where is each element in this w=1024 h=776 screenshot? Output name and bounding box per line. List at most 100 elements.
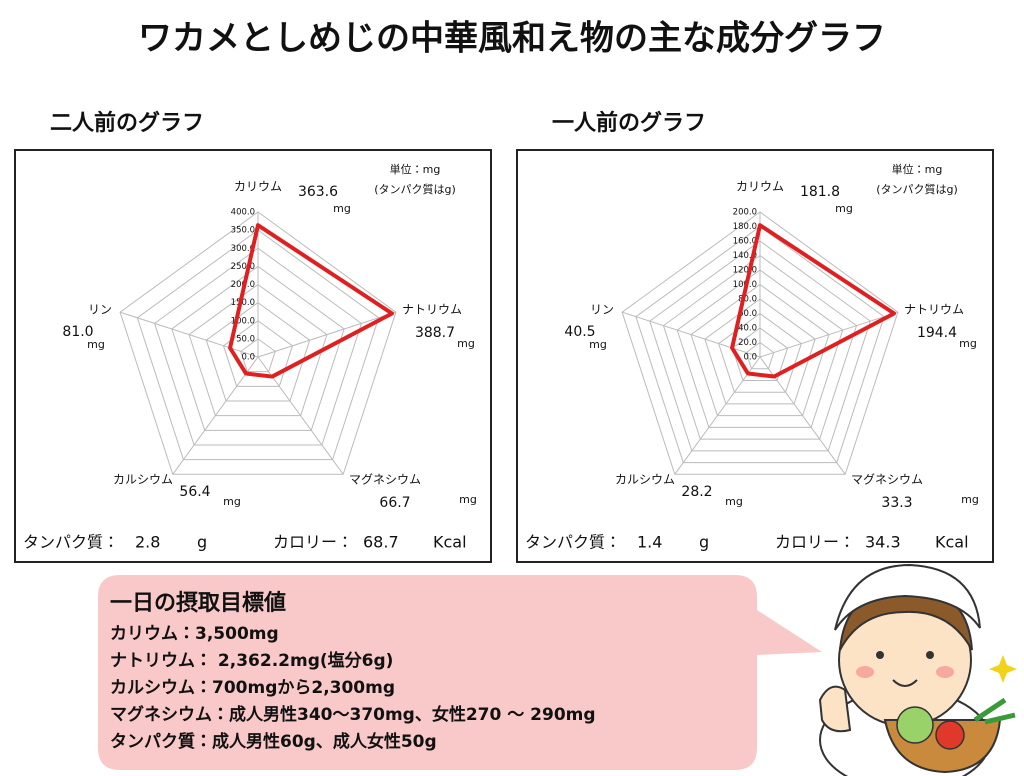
protein-value: 2.8 (135, 533, 160, 552)
chart-panel (516, 149, 994, 563)
grid-ring (649, 240, 871, 452)
r-tick-label: 150.0 (231, 298, 255, 308)
r-tick-label: 80.0 (738, 295, 757, 305)
r-tick-label: 100.0 (231, 316, 255, 326)
value-label: 81.0 (62, 324, 93, 340)
category-label: カルシウム (615, 473, 675, 487)
value-unit: mg (333, 202, 351, 215)
goal-line: カリウム：3,500mg (110, 624, 279, 644)
value-label: 66.7 (379, 495, 410, 511)
category-label: カリウム (736, 180, 784, 194)
grid-ring (731, 327, 789, 381)
r-tick-label: 200.0 (733, 208, 757, 218)
protein-unit: g (197, 533, 207, 552)
grid-ring (222, 320, 294, 387)
goal-line: カルシウム：700mgから2,300mg (110, 678, 395, 698)
protein-label: タンパク質： (23, 533, 119, 552)
value-unit: mg (959, 337, 977, 350)
value-unit: mg (457, 337, 475, 350)
value-label: 33.3 (881, 495, 912, 511)
page-title: ワカメとしめじの中華風和え物の主な成分グラフ (138, 19, 886, 59)
bubble-shape (98, 575, 822, 770)
r-tick-label: 400.0 (231, 208, 255, 218)
value-unit: mg (725, 495, 743, 508)
value-label: 28.2 (681, 484, 712, 500)
r-tick-label: 300.0 (231, 244, 255, 254)
grid-ring (635, 225, 885, 464)
value-label: 363.6 (298, 184, 338, 200)
goal-line: マグネシウム：成人男性340～370mg、女性270 ～ 290mg (110, 704, 596, 725)
chart-title: 一人前のグラフ (552, 110, 706, 136)
protein-unit: g (699, 533, 709, 552)
r-tick-label: 0.0 (743, 353, 757, 363)
unit-note: (タンパク質はg) (876, 182, 958, 196)
unit-note: 単位：mg (390, 162, 441, 176)
category-label: リン (590, 303, 614, 317)
grid-ring (621, 211, 899, 475)
grid-ring (188, 283, 328, 417)
value-unit: mg (835, 202, 853, 215)
value-label: 40.5 (564, 324, 595, 340)
value-label: 181.8 (800, 184, 840, 200)
r-tick-label: 60.0 (738, 309, 757, 319)
calorie-value: 68.7 (363, 533, 399, 552)
chart-panel (14, 149, 492, 563)
goal-line: タンパク質：成人男性60g、成人女性50g (110, 731, 437, 752)
grid-ring (704, 298, 816, 405)
r-tick-label: 120.0 (733, 266, 757, 276)
spoke (674, 356, 761, 475)
category-label: リン (88, 303, 112, 317)
r-tick-label: 180.0 (733, 222, 757, 232)
grid-ring (690, 283, 830, 417)
grid-ring (171, 265, 345, 431)
protein-label: タンパク質： (525, 533, 621, 552)
calorie-unit: Kcal (433, 533, 467, 552)
grid-ring (119, 211, 397, 475)
value-unit: mg (87, 338, 105, 351)
category-label: ナトリウム (402, 303, 462, 317)
r-tick-label: 250.0 (231, 262, 255, 272)
spoke (119, 311, 259, 358)
unit-note: (タンパク質はg) (374, 182, 456, 196)
unit-note: 単位：mg (892, 162, 943, 176)
calorie-label: カロリー： (775, 533, 855, 552)
grid-ring (662, 254, 858, 440)
category-label: マグネシウム (349, 473, 421, 487)
category-label: ナトリウム (904, 303, 964, 317)
value-unit: mg (459, 493, 477, 506)
grid-ring (205, 302, 311, 402)
value-label: 388.7 (415, 325, 455, 341)
grid-ring (745, 341, 775, 370)
protein-value: 1.4 (637, 533, 662, 552)
value-unit: mg (589, 338, 607, 351)
category-label: カリウム (234, 180, 282, 194)
character (818, 563, 1017, 776)
r-tick-label: 350.0 (231, 226, 255, 236)
calorie-value: 34.3 (865, 533, 901, 552)
r-tick-label: 160.0 (733, 237, 757, 247)
spoke (621, 311, 761, 358)
data-polygon (228, 223, 395, 379)
chart-title: 二人前のグラフ (50, 110, 204, 136)
category-label: マグネシウム (851, 473, 923, 487)
data-polygon (730, 223, 897, 379)
speech-bubble (98, 575, 822, 770)
category-label: カルシウム (113, 473, 173, 487)
goals-heading: 一日の摂取目標値 (110, 590, 286, 616)
goal-line: ナトリウム： 2,362.2mg(塩分6g) (110, 650, 393, 671)
spoke (759, 311, 899, 358)
value-label: 194.4 (917, 325, 957, 341)
grid-ring (676, 269, 844, 428)
r-tick-label: 50.0 (236, 334, 255, 344)
value-unit: mg (961, 493, 979, 506)
grid-ring (718, 312, 802, 393)
calorie-label: カロリー： (273, 533, 353, 552)
grid-ring (153, 247, 363, 446)
calorie-unit: Kcal (935, 533, 969, 552)
grid-ring (136, 229, 380, 461)
r-tick-label: 140.0 (733, 251, 757, 261)
r-tick-label: 0.0 (241, 353, 255, 363)
value-unit: mg (223, 495, 241, 508)
